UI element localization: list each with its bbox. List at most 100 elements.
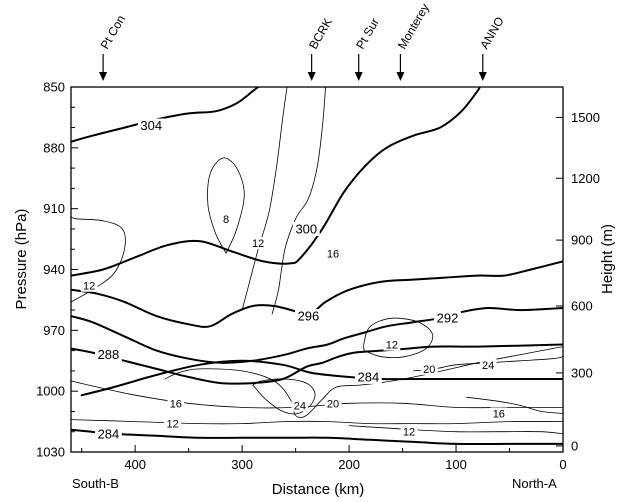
contour-label-bg	[383, 338, 401, 351]
y-left-tick-label: 940	[43, 262, 65, 277]
thin-isoline-8	[207, 157, 245, 254]
station-marker: Monterey	[395, 1, 432, 81]
y-left-tick-label: 1030	[36, 445, 65, 460]
theta-isoline-284	[80, 359, 563, 397]
axis-ticks: 8508809109409701000103015001200900600300…	[36, 80, 600, 473]
contour-label: 16	[327, 248, 339, 260]
contour-label-bg	[400, 425, 418, 438]
y-right-tick-label: 1200	[571, 171, 600, 186]
contour-label-bg	[164, 417, 182, 430]
thin-isolines	[71, 87, 563, 435]
contour-label: 20	[327, 398, 339, 410]
contour-label: 12	[166, 419, 178, 431]
station-label: Pt Sur	[353, 16, 382, 52]
station-arrow-icon	[396, 72, 405, 81]
theta-isoline-304	[71, 87, 260, 143]
contour-label: 8	[223, 214, 229, 226]
y-right-tick-label: 600	[571, 299, 593, 314]
thick-isolines	[71, 87, 563, 446]
station-arrow-icon	[99, 72, 108, 81]
contour-label: 16	[493, 408, 505, 420]
contour-label-bg	[324, 247, 342, 260]
contour-label: 284	[98, 426, 120, 441]
thin-isoline-16	[466, 396, 563, 414]
contour-label-bg	[167, 397, 185, 410]
contour-label-bg	[95, 347, 122, 362]
y-right-tick-label: 900	[571, 233, 593, 248]
contour-label-bg	[420, 362, 438, 375]
contour-label: 20	[423, 364, 435, 376]
station-arrow-icon	[478, 72, 487, 81]
station-arrow-icon	[307, 72, 316, 81]
thin-isoline-12	[348, 425, 563, 435]
contour-label-bg	[80, 279, 98, 292]
contour-label-bg	[137, 118, 165, 133]
station-markers: Pt Con BCRK Pt Sur Monterey ANNO	[98, 1, 507, 81]
x-axis-right-end-label: North-A	[512, 476, 557, 491]
contour-label: 284	[357, 369, 379, 384]
x-axis-title: Distance (km)	[272, 481, 365, 498]
thin-isoline-12	[71, 216, 126, 303]
contour-label: 288	[98, 347, 120, 362]
y-right-tick-label: 1500	[571, 110, 600, 125]
y-left-tick-label: 1000	[36, 384, 65, 399]
contour-label: 300	[295, 221, 317, 236]
contour-label-bg	[295, 309, 322, 324]
contour-label: 12	[83, 281, 95, 293]
thin-isoline-24	[252, 378, 316, 415]
contour-labels: 304 300 296 292 288 284 284 8 12 16 12 12 20 24 24 20 16…	[80, 118, 508, 441]
x-tick-label: 0	[559, 457, 566, 472]
contour-label-bg	[220, 212, 232, 225]
y-axis-right-title: Height (m)	[599, 224, 616, 294]
y-left-tick-label: 850	[43, 80, 65, 95]
x-tick-label: 300	[231, 457, 253, 472]
contour-label-bg	[249, 237, 267, 250]
contour-label: 292	[437, 311, 459, 326]
thin-isoline-12	[241, 87, 288, 311]
x-axis-left-end-label: South-B	[72, 476, 119, 491]
theta-isoline-292	[71, 306, 563, 364]
contour-label-bg	[291, 399, 309, 412]
contour-label: 24	[294, 400, 306, 412]
contour-label: 12	[252, 238, 264, 250]
contour-label: 296	[298, 309, 320, 324]
contour-label-bg	[354, 369, 382, 384]
contour-label-bg	[434, 311, 461, 326]
station-arrow-icon	[354, 72, 363, 81]
x-tick-label: 200	[338, 457, 360, 472]
contour-label-bg	[479, 358, 497, 371]
contour-label-bg	[95, 426, 122, 441]
thin-isoline-16	[71, 380, 563, 409]
theta-isoline-284	[71, 428, 563, 446]
y-axis-left-title: Pressure (hPa)	[13, 209, 30, 310]
station-label: ANNO	[477, 14, 506, 51]
contour-label-bg	[324, 397, 342, 410]
station-marker: Pt Sur	[353, 16, 382, 81]
station-marker: BCRK	[306, 16, 335, 81]
contour-label-bg	[490, 407, 508, 420]
y-left-tick-label: 880	[43, 140, 65, 155]
x-tick-label: 400	[124, 457, 146, 472]
thin-isoline-12	[71, 419, 563, 425]
station-label: Pt Con	[98, 13, 128, 52]
contour-label: 16	[170, 398, 182, 410]
y-right-tick-label: 0	[571, 438, 578, 453]
thin-isoline-12	[363, 317, 434, 358]
x-tick-label: 100	[445, 457, 467, 472]
theta-isoline-288	[71, 343, 563, 385]
thin-isoline-16	[271, 87, 326, 315]
station-marker: ANNO	[477, 14, 507, 81]
station-label: Monterey	[395, 1, 432, 51]
station-marker: Pt Con	[98, 13, 128, 81]
y-left-tick-label: 970	[43, 323, 65, 338]
y-right-tick-label: 300	[571, 365, 593, 380]
contour-label: 304	[140, 118, 162, 133]
y-left-tick-label: 910	[43, 201, 65, 216]
contour-label: 24	[482, 360, 494, 372]
contour-label-bg	[292, 221, 320, 236]
contour-label: 12	[403, 427, 415, 439]
theta-isoline-300	[71, 87, 481, 277]
contour-label: 12	[386, 340, 398, 352]
station-label: BCRK	[306, 16, 335, 52]
